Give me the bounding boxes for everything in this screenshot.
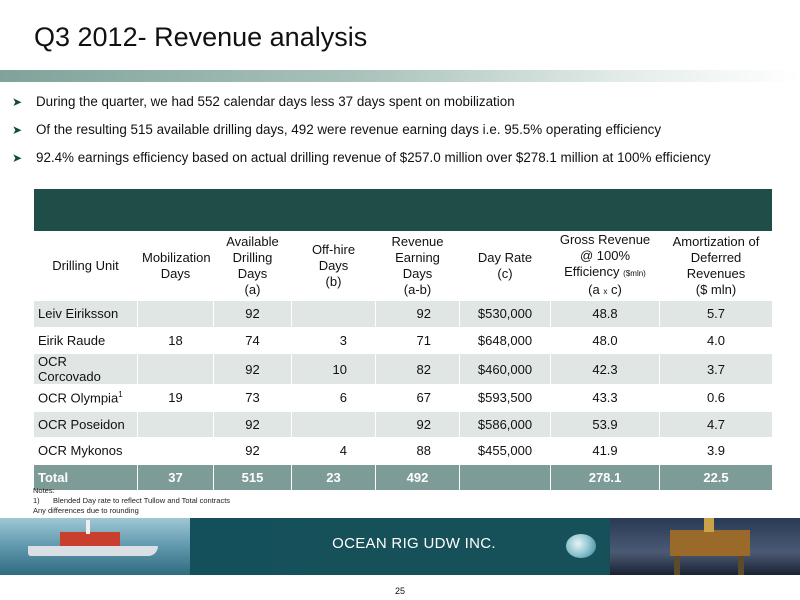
cell-amortization: 3.9 xyxy=(659,437,773,465)
company-name: OCEAN RIG UDW INC. xyxy=(332,535,496,552)
cell-day-rate: $648,000 xyxy=(459,326,551,354)
arrow-bullet-icon: ➤ xyxy=(12,151,23,165)
col-header-mobilization: Mobilization Days xyxy=(137,231,214,301)
table-row: OCR Corcovado 92 10 82 $460,000 42.3 3.7 xyxy=(33,353,773,385)
bullet-text: During the quarter, we had 552 calendar … xyxy=(36,94,515,109)
cell-offhire: 3 xyxy=(291,326,376,354)
cell-offhire xyxy=(291,410,376,438)
cell-amortization: 4.7 xyxy=(659,410,773,438)
cell-earning: 67 xyxy=(375,384,460,412)
cell-offhire xyxy=(291,300,376,328)
cell-day-rate: $455,000 xyxy=(459,437,551,465)
drilling-rig-image xyxy=(610,518,800,575)
revenue-table: Drilling Unit Mobilization Days Available… xyxy=(33,188,773,491)
bullet-list: ➤ During the quarter, we had 552 calenda… xyxy=(10,93,795,177)
col-header-offhire: Off-hire Days (b) xyxy=(291,231,376,301)
bullet-text: 92.4% earnings efficiency based on actua… xyxy=(36,150,711,165)
notes-heading: Notes: xyxy=(33,486,55,495)
table-row: OCR Poseidon 92 92 $586,000 53.9 4.7 xyxy=(33,410,773,438)
col-header-available: Available Drilling Days (a) xyxy=(213,231,292,301)
note-1: 1) Blended Day rate to reflect Tullow and… xyxy=(33,496,231,505)
footnote-marker: 1 xyxy=(118,390,123,400)
cell-total-day-rate xyxy=(459,463,551,491)
cell-total-available: 515 xyxy=(213,463,292,491)
cell-total-gross: 278.1 xyxy=(550,463,660,491)
bullet-text: Of the resulting 515 available drilling … xyxy=(36,122,662,137)
company-logo-icon xyxy=(566,534,596,558)
page-number: 25 xyxy=(394,586,405,596)
cell-day-rate: $460,000 xyxy=(459,353,551,385)
note-2: Any differences due to rounding xyxy=(33,506,139,515)
cell-gross: 41.9 xyxy=(550,437,660,465)
table-row: OCR Olympia1 19 73 6 67 $593,500 43.3 0.… xyxy=(33,384,773,412)
footer-banner: OCEAN RIG UDW INC. xyxy=(0,518,800,575)
cell-unit: Leiv Eiriksson xyxy=(33,300,138,328)
cell-day-rate: $586,000 xyxy=(459,410,551,438)
cell-mobilization xyxy=(137,410,214,438)
cell-gross: 42.3 xyxy=(550,353,660,385)
cell-available: 74 xyxy=(213,326,292,354)
table-total-row: Total 37 515 23 492 278.1 22.5 xyxy=(33,463,773,491)
cell-total-offhire: 23 xyxy=(291,463,376,491)
cell-gross: 48.8 xyxy=(550,300,660,328)
cell-amortization: 3.7 xyxy=(659,353,773,385)
cell-amortization: 0.6 xyxy=(659,384,773,412)
page-title: Q3 2012- Revenue analysis xyxy=(34,22,368,52)
cell-unit: OCR Corcovado xyxy=(33,353,138,385)
cell-offhire: 6 xyxy=(291,384,376,412)
cell-earning: 88 xyxy=(375,437,460,465)
cell-amortization: 4.0 xyxy=(659,326,773,354)
cell-mobilization xyxy=(137,300,214,328)
bullet-item: ➤ 92.4% earnings efficiency based on act… xyxy=(10,149,795,177)
bullet-item: ➤ Of the resulting 515 available drillin… xyxy=(10,121,795,149)
cell-total-label: Total xyxy=(33,463,138,491)
cell-unit: OCR Poseidon xyxy=(33,410,138,438)
cell-total-amortization: 22.5 xyxy=(659,463,773,491)
cell-unit: OCR Olympia1 xyxy=(33,384,138,412)
cell-gross: 53.9 xyxy=(550,410,660,438)
cell-available: 92 xyxy=(213,300,292,328)
cell-mobilization: 19 xyxy=(137,384,214,412)
cell-offhire: 4 xyxy=(291,437,376,465)
table-header-row: Drilling Unit Mobilization Days Available… xyxy=(33,231,773,301)
cell-earning: 82 xyxy=(375,353,460,385)
cell-earning: 71 xyxy=(375,326,460,354)
table-header-band xyxy=(33,188,773,232)
cell-offhire: 10 xyxy=(291,353,376,385)
col-header-gross-revenue: Gross Revenue @ 100% Efficiency ($mln) (… xyxy=(550,231,660,301)
cell-total-earning: 492 xyxy=(375,463,460,491)
cell-earning: 92 xyxy=(375,300,460,328)
cell-unit: Eirik Raude xyxy=(33,326,138,354)
cell-available: 92 xyxy=(213,353,292,385)
cell-available: 92 xyxy=(213,437,292,465)
cell-earning: 92 xyxy=(375,410,460,438)
bullet-item: ➤ During the quarter, we had 552 calenda… xyxy=(10,93,795,121)
col-header-drilling-unit: Drilling Unit xyxy=(33,231,138,301)
notes: Notes: 1) Blended Day rate to reflect Tul… xyxy=(33,486,230,516)
table-row: OCR Mykonos 92 4 88 $455,000 41.9 3.9 xyxy=(33,437,773,465)
table-row: Leiv Eiriksson 92 92 $530,000 48.8 5.7 xyxy=(33,300,773,328)
cell-gross: 43.3 xyxy=(550,384,660,412)
col-header-revenue-earning: Revenue Earning Days (a-b) xyxy=(375,231,460,301)
title-divider xyxy=(0,70,800,82)
cell-day-rate: $530,000 xyxy=(459,300,551,328)
cell-amortization: 5.7 xyxy=(659,300,773,328)
arrow-bullet-icon: ➤ xyxy=(12,95,23,109)
cell-unit: OCR Mykonos xyxy=(33,437,138,465)
cell-mobilization xyxy=(137,353,214,385)
cell-mobilization: 18 xyxy=(137,326,214,354)
table-row: Eirik Raude 18 74 3 71 $648,000 48.0 4.0 xyxy=(33,326,773,354)
cell-available: 92 xyxy=(213,410,292,438)
col-header-day-rate: Day Rate (c) xyxy=(459,231,551,301)
cell-gross: 48.0 xyxy=(550,326,660,354)
drillship-image xyxy=(0,518,190,575)
cell-mobilization xyxy=(137,437,214,465)
col-header-amortization: Amortization of Deferred Revenues ($ mln) xyxy=(659,231,773,301)
cell-day-rate: $593,500 xyxy=(459,384,551,412)
arrow-bullet-icon: ➤ xyxy=(12,123,23,137)
cell-available: 73 xyxy=(213,384,292,412)
